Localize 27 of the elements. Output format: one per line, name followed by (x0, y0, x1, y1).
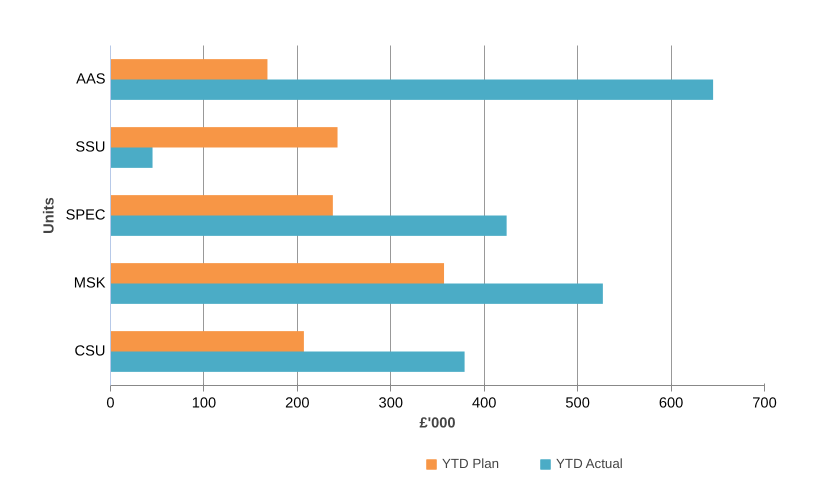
bar (110, 80, 714, 100)
x-tick-label: 100 (192, 396, 216, 412)
bar (110, 127, 338, 148)
bar (110, 59, 268, 80)
x-tick-label: 0 (106, 396, 115, 412)
bar (110, 263, 444, 284)
bar (110, 148, 153, 168)
x-tick-label: 400 (472, 396, 496, 412)
bar (110, 284, 603, 304)
bar (110, 216, 507, 236)
x-tick-label: 500 (565, 396, 590, 412)
bar (110, 331, 304, 352)
y-tick-label: CSU (74, 344, 106, 360)
x-axis-title: £'000 (419, 416, 456, 432)
bar (110, 195, 333, 216)
y-axis-title: Units (42, 197, 58, 234)
y-tick-label: SPEC (66, 208, 106, 224)
y-tick-label: AAS (76, 72, 106, 88)
y-tick-label: SSU (75, 140, 106, 156)
legend-label: YTD Plan (442, 456, 500, 471)
legend-label: YTD Actual (556, 456, 623, 471)
x-tick-label: 700 (752, 396, 777, 412)
x-tick-label: 600 (658, 396, 684, 412)
x-tick-label: 200 (285, 396, 310, 412)
x-tick-label: 300 (378, 396, 404, 412)
y-tick-label: MSK (74, 276, 106, 292)
bar (110, 352, 465, 372)
